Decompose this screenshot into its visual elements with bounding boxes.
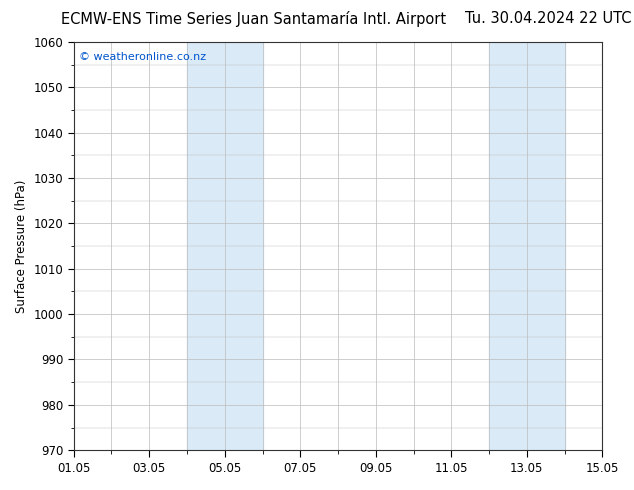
Bar: [187, 42, 262, 450]
Text: ECMW-ENS Time Series Juan Santamaría Intl. Airport: ECMW-ENS Time Series Juan Santamaría Int…: [61, 11, 446, 27]
Bar: [489, 42, 564, 450]
Text: Tu. 30.04.2024 22 UTC: Tu. 30.04.2024 22 UTC: [465, 11, 631, 26]
Text: © weatheronline.co.nz: © weatheronline.co.nz: [79, 52, 206, 62]
Y-axis label: Surface Pressure (hPa): Surface Pressure (hPa): [15, 179, 28, 313]
